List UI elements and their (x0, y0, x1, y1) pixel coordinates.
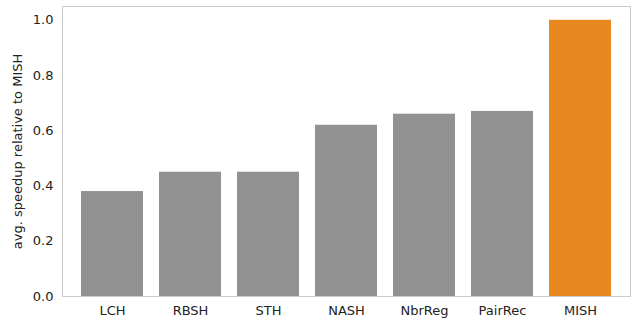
svg-text:NbrReg: NbrReg (400, 303, 448, 318)
svg-text:PairRec: PairRec (479, 303, 527, 318)
svg-text:1.0: 1.0 (33, 12, 54, 27)
svg-text:RBSH: RBSH (173, 303, 209, 318)
svg-text:0.2: 0.2 (33, 233, 54, 248)
svg-text:avg. speedup relative to MISH: avg. speedup relative to MISH (10, 54, 25, 250)
svg-text:MISH: MISH (564, 303, 597, 318)
svg-text:STH: STH (256, 303, 282, 318)
svg-text:LCH: LCH (99, 303, 125, 318)
svg-text:0.0: 0.0 (33, 289, 54, 304)
svg-text:0.4: 0.4 (33, 178, 54, 193)
svg-text:0.8: 0.8 (33, 68, 54, 83)
svg-text:NASH: NASH (328, 303, 365, 318)
svg-text:0.6: 0.6 (33, 123, 54, 138)
